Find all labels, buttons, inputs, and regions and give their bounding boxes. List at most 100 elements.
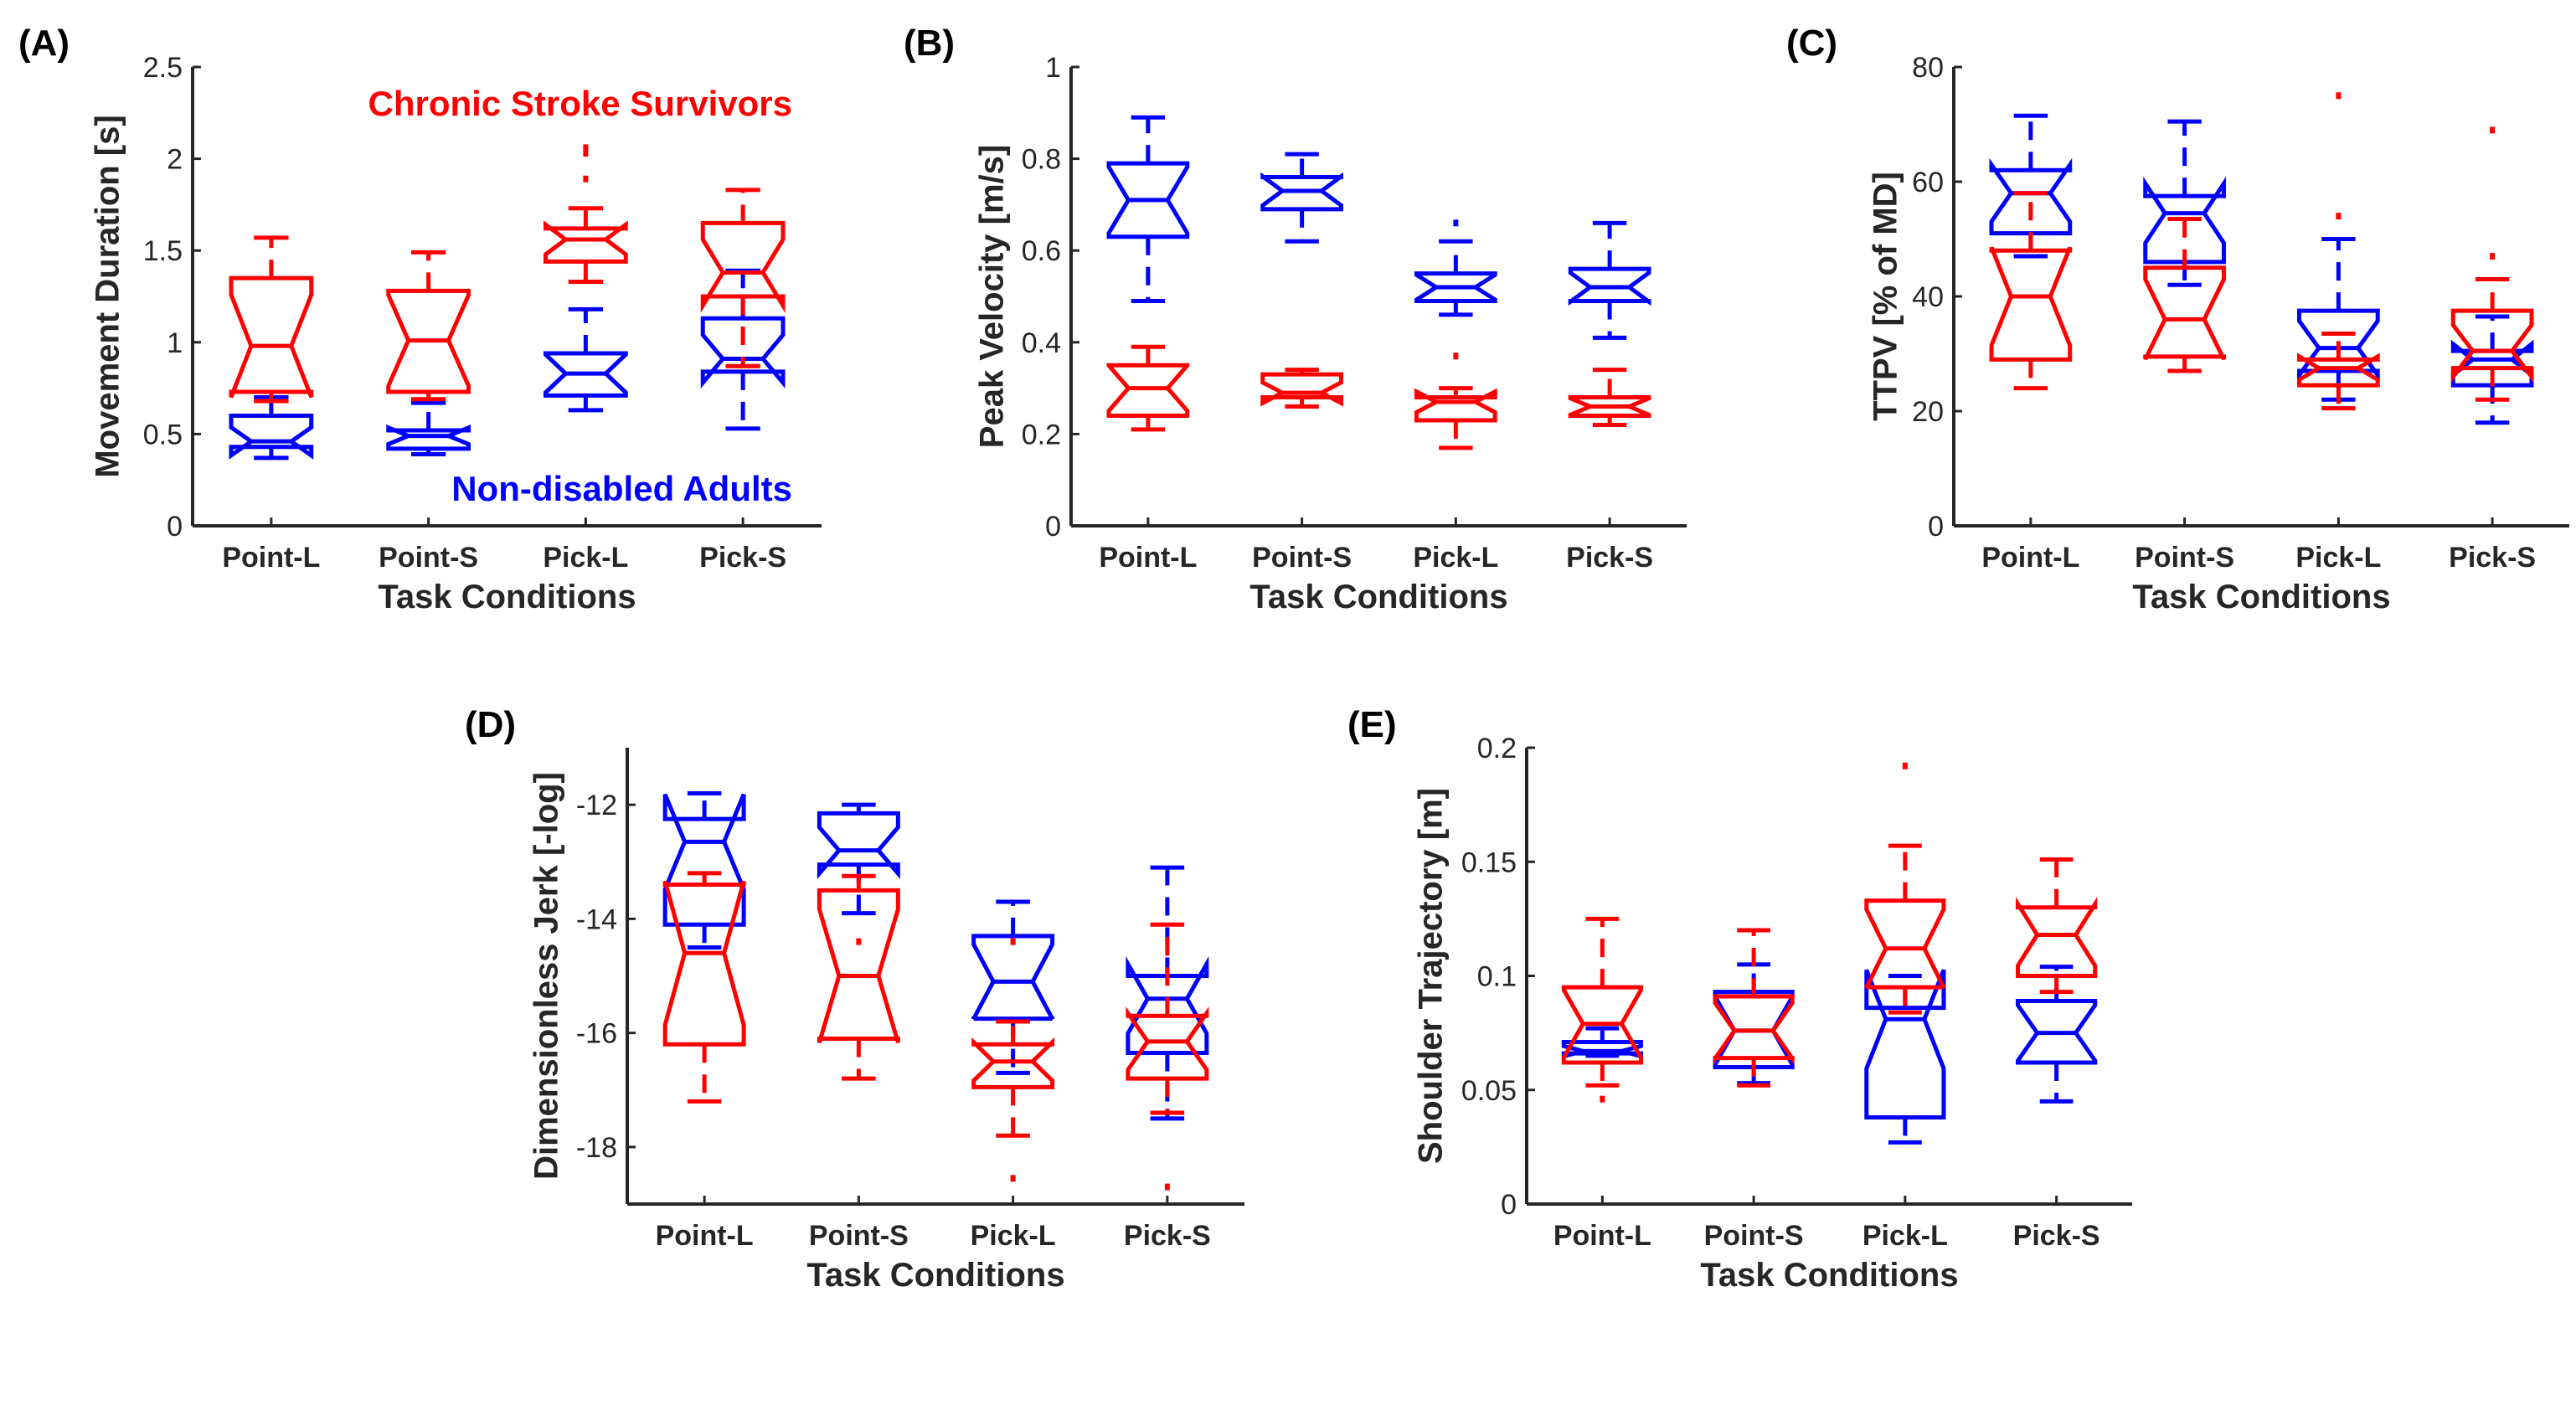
box-point-s [2143,217,2226,373]
notched-box [1864,898,1946,990]
notched-box [2143,176,2226,265]
y-tick-label: 2 [167,144,183,176]
notched-box [1106,363,1190,418]
box-point-l [1561,916,1643,1103]
box-point-l [229,235,314,404]
box-pick-s [700,188,786,368]
box-point-l [1561,1026,1643,1059]
notched-box [543,351,628,398]
y-tick-label: -18 [576,1132,617,1164]
box-point-l [662,871,746,1104]
notched-box [2450,308,2534,383]
outlier-point [1164,1183,1170,1191]
x-tick-label: Point-S [379,542,478,574]
notched-box [229,275,314,399]
y-tick-label: 0.2 [1477,733,1517,764]
y-tick-label: 0.15 [1461,847,1517,878]
series-stroke [1989,92,2534,411]
panel-d: (D) -18 -16 -14 -12 Point-L Point-S Pick-L Pick-… [465,704,1244,1294]
x-tick-label: Pick-S [2449,542,2536,574]
y-tick-label: 0.4 [1022,327,1061,359]
y-tick-label: 60 [1912,167,1944,198]
series-stroke [229,144,786,404]
outlier-point [1453,353,1459,360]
notched-box [1260,172,1343,212]
legend-non-disabled-adults: Non-disabled Adults [451,469,792,508]
x-axis-label: Task Conditions [806,1257,1064,1294]
series-stroke [1106,344,1651,450]
x-tick-label: Point-L [1099,542,1197,574]
y-axis-label: Movement Duration [s] [90,115,126,477]
y-tick-label: 0.8 [1022,144,1061,176]
y-axis-label: Peak Velocity [m/s] [974,145,1011,448]
box-point-s [386,400,471,457]
x-tick-label: Pick-L [971,1220,1056,1252]
y-tick-label: 0 [1501,1189,1517,1221]
box-point-l [1106,344,1190,432]
panel-label: (E) [1347,704,1397,745]
notched-box [1568,395,1651,418]
x-tick-label: Pick-S [1566,542,1653,574]
notched-box [1989,246,2073,362]
y-tick-label: 40 [1912,281,1944,313]
x-axis-label: Task Conditions [2132,579,2390,615]
box-pick-s [2016,965,2098,1104]
legend-stroke-survivors: Chronic Stroke Survivors [368,84,792,123]
notched-box [700,220,786,313]
notched-box [2297,308,2380,382]
panel-label: (D) [465,704,516,745]
notched-box [1561,985,1643,1065]
box-point-s [817,873,900,1081]
box-pick-s [1568,220,1651,340]
outlier-point [1600,1095,1605,1103]
y-tick-label: 1 [167,327,183,359]
y-tick-label: 0.5 [143,419,183,450]
x-tick-label: Point-L [222,542,320,574]
notched-box [2450,339,2534,388]
notched-box [1713,994,1795,1065]
y-tick-label: -12 [576,790,617,821]
outlier-point [2490,253,2496,260]
y-tick-label: -16 [576,1018,617,1050]
outlier-point [856,938,862,945]
y-axis-label: Shoulder Trajectory [m] [1413,788,1450,1164]
outlier-point [2490,126,2496,134]
y-axis-label: Dimensionless Jerk [-log] [528,772,565,1180]
box-point-l [1106,115,1190,303]
box-point-s [1260,152,1343,244]
notched-box [1989,157,2073,236]
box-point-s [1260,368,1343,409]
box-pick-l [2297,92,2380,411]
panel-a: (A) 0 0.5 1 1.5 2 2.5 Point-L Point-S Pick-L Pick-… [18,23,822,615]
y-tick-label: 0.1 [1477,961,1517,993]
notched-box [1568,266,1651,306]
notched-box [971,1037,1055,1089]
outlier-point [1453,219,1459,227]
notched-box [1106,161,1190,239]
y-tick-label: 0.05 [1461,1075,1517,1107]
x-axis-label: Task Conditions [1700,1257,1958,1294]
box-pick-s [1568,368,1651,427]
y-tick-label: 0.2 [1022,419,1061,450]
panel-e: (E) 0 0.05 0.1 0.15 0.2 Point-L Point-S Pick-L Pi… [1347,704,2132,1294]
notched-box [386,288,471,394]
notched-box [386,424,471,451]
x-axis-label: Task Conditions [378,579,636,615]
outlier-point [1902,762,1908,769]
y-tick-label: 0 [1928,511,1944,543]
y-axis-label: TTPV [% of MD] [1868,172,1904,421]
notched-box [817,888,900,1043]
outlier-point [1010,1175,1016,1182]
y-tick-label: 1 [1045,52,1061,84]
x-tick-label: Point-S [809,1220,909,1252]
notched-box [700,316,786,389]
box-pick-s [2450,126,2534,402]
panel-label: (C) [1786,23,1837,64]
x-tick-label: Pick-L [1413,542,1498,574]
notched-box [1414,388,1497,423]
x-tick-label: Point-S [1252,542,1352,574]
box-point-s [817,802,900,916]
box-point-l [662,791,746,950]
outlier-point [1010,938,1016,945]
box-pick-l [1864,762,1946,1015]
